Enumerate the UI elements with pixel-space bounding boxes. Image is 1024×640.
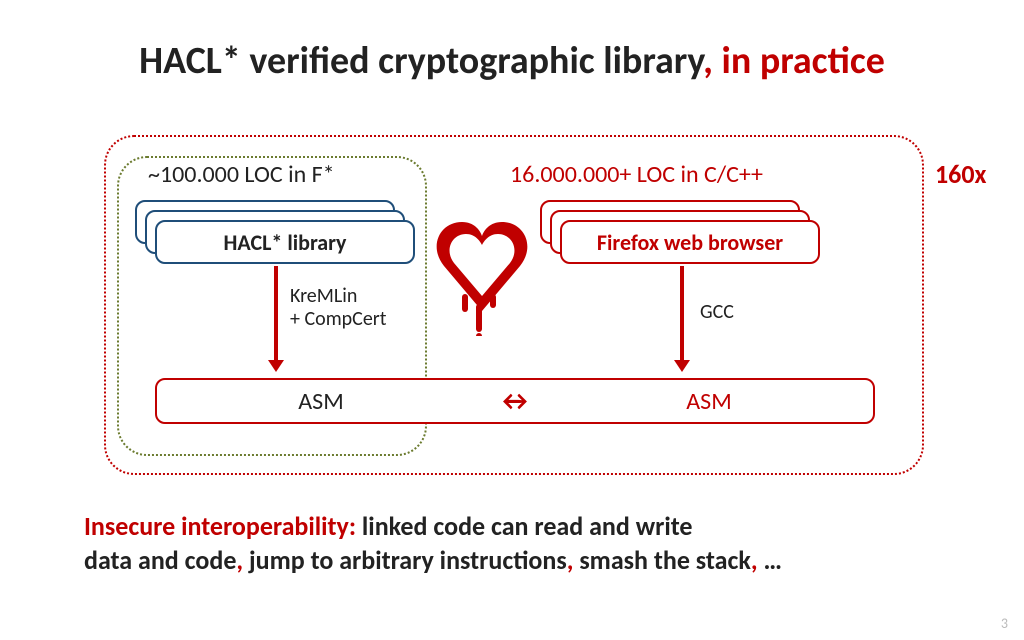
footer-c3: , — [751, 544, 764, 576]
footer-c1: , — [236, 544, 249, 576]
asm-left: ASM — [157, 387, 485, 416]
firefox-stack: Firefox web browser — [540, 200, 800, 244]
loc-multiplier: 160x — [935, 158, 986, 190]
slide-title: HACL* verified cryptographic library, in… — [0, 38, 1024, 84]
page-number: 3 — [1001, 615, 1008, 632]
title-suffix: , in practice — [703, 38, 885, 84]
double-arrow-icon: ↔ — [485, 387, 545, 415]
heartbleed-icon — [432, 216, 532, 336]
hacl-card-front: HACL* library — [155, 220, 415, 264]
loc-right-label: 16.000.000+ LOC in C/C++ — [510, 160, 763, 189]
asm-right: ASM — [545, 387, 873, 416]
footer-r4: smash the stack — [579, 544, 751, 576]
asm-bar: ASM ↔ ASM — [155, 378, 875, 424]
arrow-firefox-to-asm — [680, 266, 684, 362]
footer-text: Insecure interoperability: linked code c… — [84, 510, 944, 578]
footer-r3: jump to arbitrary instructions — [249, 544, 567, 576]
firefox-card-front: Firefox web browser — [560, 220, 820, 264]
loc-left-label: ~100.000 LOC in F* — [148, 160, 335, 189]
firefox-label: Firefox web browser — [597, 229, 783, 256]
hacl-stack: HACL* library — [135, 200, 395, 244]
title-main: HACL* verified cryptographic library — [139, 38, 703, 84]
compiler-left-line1: KreMLin — [290, 285, 386, 308]
arrow-hacl-to-asm — [274, 266, 278, 362]
footer-c2: , — [567, 544, 580, 576]
compiler-right-label: GCC — [700, 300, 734, 324]
footer-r1: linked code can read and write — [356, 510, 692, 542]
footer-lead: Insecure interoperability: — [84, 510, 356, 542]
compiler-left-line2: + CompCert — [290, 308, 386, 331]
compiler-left-label: KreMLin + CompCert — [290, 285, 386, 331]
footer-ellipsis: … — [763, 544, 782, 576]
footer-r2: data and code — [84, 544, 236, 576]
hacl-label: HACL* library — [224, 229, 347, 256]
